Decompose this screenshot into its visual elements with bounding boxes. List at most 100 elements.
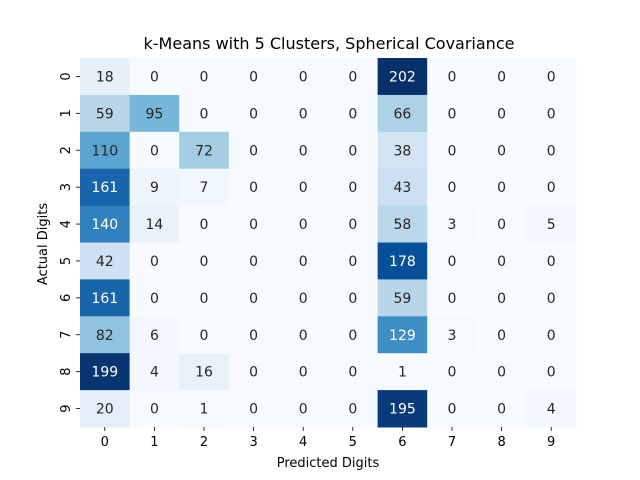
heatmap-cell-r0-c3 [228,58,279,96]
y-tick-label-3: 3 [59,183,74,191]
heatmap-cell-r2-c9 [526,131,577,170]
y-tick-label-5: 5 [59,257,74,265]
cell-value-label-r5-c5: 0 [348,254,357,270]
heatmap-cell-r3-c5 [328,168,379,207]
heatmap-cell-r5-c2 [179,242,230,280]
heatmap-cell-r1-c4 [278,94,329,133]
heatmap-cell-r9-c0 [80,390,131,428]
x-axis-ticks: 0 1 2 3 4 5 6 7 8 9 [101,427,555,450]
cell-value-label-r1-c4: 0 [299,106,308,122]
cell-value-label-r6-c5: 0 [348,291,357,307]
cell-value-label-r2-c6: 38 [393,143,411,159]
heatmap-cell-r8-c2 [179,353,230,391]
cell-value-label-r6-c7: 0 [448,291,457,307]
cell-value-label-r8-c4: 0 [299,365,308,381]
heatmap-cell-r1-c8 [476,94,527,133]
cell-value-label-r9-c2: 1 [200,402,209,418]
heatmap-cell-r5-c4 [278,242,329,280]
cell-value-label-r0-c5: 0 [348,69,357,85]
cell-value-label-r6-c8: 0 [497,291,506,307]
x-tick-label-3: 3 [249,435,257,450]
heatmap-cell-r3-c7 [427,168,478,207]
heatmap-cell-r4-c4 [278,205,329,243]
cell-value-label-r7-c0: 82 [96,328,114,344]
heatmap-cell-r8-c5 [328,353,379,391]
heatmap-cell-r3-c2 [179,168,230,207]
cell-value-label-r0-c8: 0 [497,69,506,85]
cell-value-label-r6-c0: 161 [91,291,118,307]
y-tick-label-8: 8 [59,368,74,376]
cell-value-label-r4-c4: 0 [299,217,308,233]
heatmap-cell-r8-c8 [476,353,527,391]
cell-value-label-r2-c9: 0 [547,143,556,159]
heatmap-cell-r5-c9 [526,242,577,280]
cell-value-label-r7-c1: 6 [150,328,159,344]
cell-value-label-r7-c8: 0 [497,328,506,344]
heatmap-cell-r0-c0 [80,58,131,96]
heatmap-cell-r6-c1 [129,279,180,317]
cell-value-label-r2-c1: 0 [150,143,159,159]
cell-value-label-r1-c1: 95 [145,106,163,122]
cell-value-label-r4-c5: 0 [348,217,357,233]
cell-value-label-r4-c0: 140 [91,217,118,233]
cell-value-label-r5-c3: 0 [249,254,258,270]
cell-value-label-r7-c2: 0 [200,328,209,344]
cell-value-label-r8-c1: 4 [150,365,159,381]
cell-value-label-r7-c6: 129 [389,328,416,344]
cell-value-label-r4-c1: 14 [145,217,163,233]
heatmap-cell-r2-c2 [179,131,230,170]
y-tick-label-7: 7 [59,331,74,339]
heatmap-cell-r2-c5 [328,131,379,170]
cell-value-label-r9-c6: 195 [389,402,416,418]
heatmap-cell-r7-c0 [80,316,131,354]
cell-value-label-r8-c0: 199 [91,365,118,381]
cell-value-label-r1-c6: 66 [393,106,411,122]
cell-value-label-r0-c0: 18 [96,69,114,85]
cell-value-label-r9-c0: 20 [96,402,114,418]
heatmap-cell-r4-c3 [228,205,279,243]
cell-value-label-r1-c2: 0 [200,106,209,122]
cell-value-label-r6-c4: 0 [299,291,308,307]
heatmap-cell-r5-c8 [476,242,527,280]
heatmap-cell-r7-c7 [427,316,478,354]
cell-value-label-r0-c3: 0 [249,69,258,85]
cell-value-label-r1-c7: 0 [448,106,457,122]
heatmap-cell-r0-c8 [476,58,527,96]
heatmap-cell-r7-c1 [129,316,180,354]
cell-value-label-r7-c4: 0 [299,328,308,344]
heatmap-cell-r6-c0 [80,279,131,317]
cell-value-label-r2-c0: 110 [91,143,118,159]
x-tick-label-4: 4 [299,435,307,450]
heatmap-cell-r9-c8 [476,390,527,428]
heatmap-cell-r0-c5 [328,58,379,96]
cell-value-label-r3-c4: 0 [299,180,308,196]
heatmap-cell-r2-c7 [427,131,478,170]
heatmap-cell-r7-c9 [526,316,577,354]
heatmap-cell-r6-c7 [427,279,478,317]
heatmap-cell-r1-c6 [377,94,428,133]
cell-value-label-r4-c3: 0 [249,217,258,233]
cell-value-label-r5-c6: 178 [389,254,416,270]
heatmap-cell-r1-c5 [328,94,379,133]
heatmap-cell-r6-c2 [179,279,230,317]
heatmap-cell-r6-c6 [377,279,428,317]
heatmap-cell-r9-c6 [377,390,428,428]
x-tick-label-7: 7 [448,435,456,450]
cell-value-label-r1-c0: 59 [96,106,114,122]
heatmap-cell-r2-c6 [377,131,428,170]
cell-value-label-r0-c2: 0 [200,69,209,85]
cell-value-label-r9-c4: 0 [299,402,308,418]
cell-value-label-r8-c6: 1 [398,365,407,381]
y-axis-ticks: 0 1 2 3 4 5 6 7 8 9 [59,72,80,413]
heatmap-cell-r3-c0 [80,168,131,207]
y-tick-label-6: 6 [59,294,74,302]
cell-value-label-r3-c2: 7 [200,180,209,196]
cell-value-label-r0-c7: 0 [448,69,457,85]
heatmap-cell-r6-c5 [328,279,379,317]
cell-value-label-r6-c6: 59 [393,291,411,307]
heatmap-cell-r2-c4 [278,131,329,170]
cell-value-label-r3-c7: 0 [448,180,457,196]
heatmap-cell-r4-c5 [328,205,379,243]
cell-value-label-r7-c3: 0 [249,328,258,344]
heatmap-cell-r8-c3 [228,353,279,391]
